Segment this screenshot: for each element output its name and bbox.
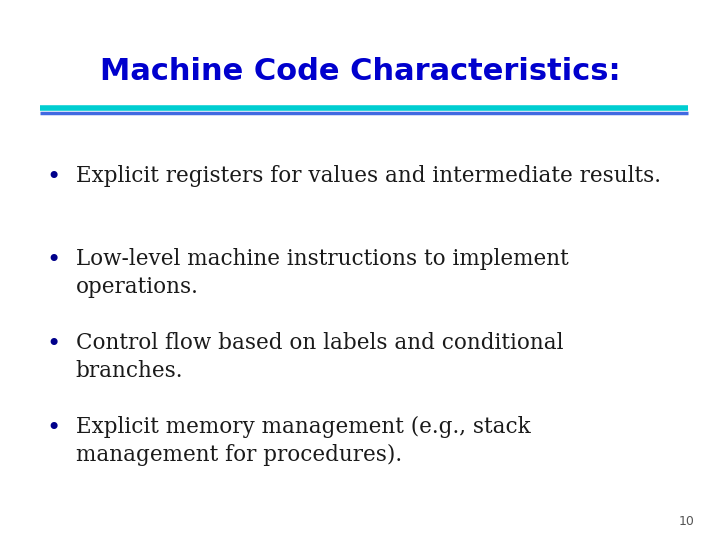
Text: •: • xyxy=(47,248,61,272)
Text: Machine Code Characteristics:: Machine Code Characteristics: xyxy=(99,57,621,86)
Text: 10: 10 xyxy=(679,515,695,528)
Text: Control flow based on labels and conditional
branches.: Control flow based on labels and conditi… xyxy=(76,332,563,382)
Text: Explicit memory management (e.g., stack
management for procedures).: Explicit memory management (e.g., stack … xyxy=(76,416,531,466)
Text: Low-level machine instructions to implement
operations.: Low-level machine instructions to implem… xyxy=(76,248,568,298)
Text: •: • xyxy=(47,332,61,356)
Text: •: • xyxy=(47,416,61,440)
Text: •: • xyxy=(47,165,61,188)
Text: Explicit registers for values and intermediate results.: Explicit registers for values and interm… xyxy=(76,165,661,187)
